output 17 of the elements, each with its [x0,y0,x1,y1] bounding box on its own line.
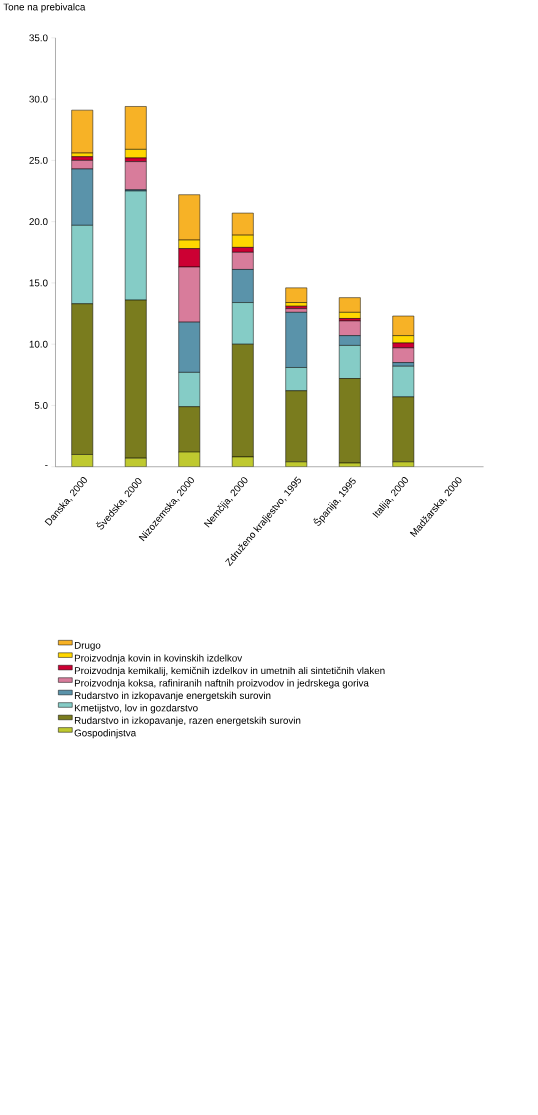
y-tick-label: 30.0 [29,95,48,103]
legend-label: Proizvodnja kovin in kovinskih izdelkov [74,654,243,664]
legend-label: Gospodinjstva [74,729,137,739]
y-tick-label: 10.0 [29,340,48,348]
legend-label: Proizvodnja kemikalij, kemičnih izdelkov in umetnih ali sintetičnih vlaken [74,666,385,677]
y-tick-label: 25.0 [29,156,48,164]
legend-label: Proizvodnja koksa, rafiniranih naftnih proizvodov in jedrskega goriva [74,679,369,689]
legend-label: Drugo [74,641,101,651]
y-tick-label: - [45,465,48,467]
y-tick-label: 35.0 [29,34,48,42]
legend-label: Rudarstvo in izkopavanje, razen energetskih surovin [74,716,301,726]
y-axis-title: Tone na prebivalca [3,3,86,13]
legend-label: Rudarstvo in izkopavanje energetskih surovin [74,691,271,701]
y-tick-label: 20.0 [29,218,48,226]
legend-label: Kmetijstvo, lov in gozdarstvo [74,704,198,714]
y-tick-label: 5.0 [34,402,48,409]
y-tick-label: 15.0 [29,279,48,287]
